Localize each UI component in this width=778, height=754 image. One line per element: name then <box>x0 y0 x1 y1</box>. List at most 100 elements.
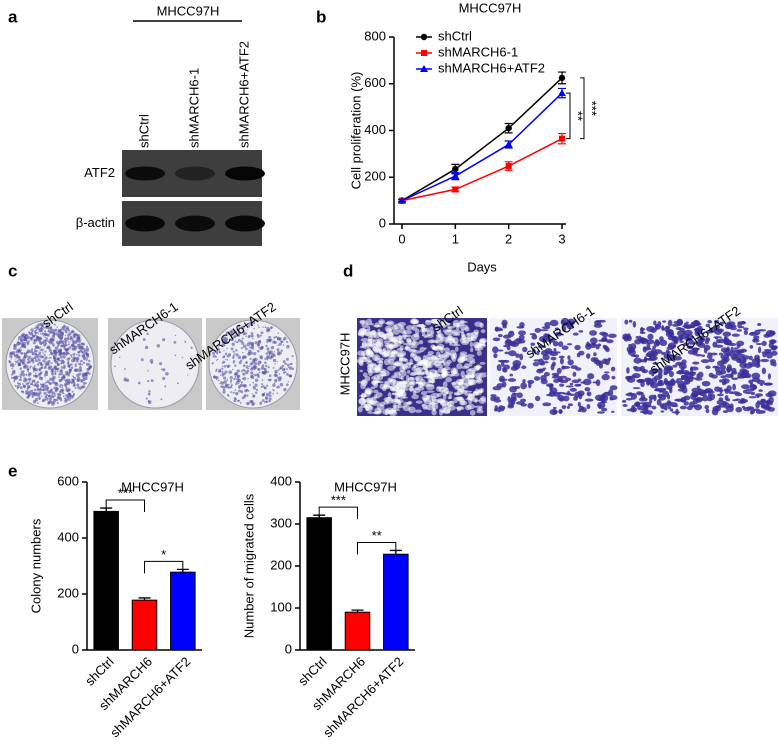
cell <box>567 403 574 407</box>
colony <box>278 373 281 375</box>
cell <box>393 323 403 329</box>
colony <box>235 398 237 400</box>
cell <box>710 352 718 356</box>
colony <box>23 335 27 339</box>
cell <box>561 405 567 410</box>
colony <box>268 397 272 401</box>
colony <box>80 347 84 350</box>
colony <box>40 363 44 367</box>
cell <box>564 377 572 382</box>
colony <box>81 354 85 358</box>
legend-label: shCtrl <box>438 28 472 43</box>
colony <box>27 336 31 340</box>
panel-label: e <box>8 461 17 480</box>
colony <box>268 335 271 339</box>
colony <box>51 334 56 339</box>
colony <box>242 384 246 388</box>
colony <box>38 372 42 375</box>
colony <box>38 367 41 371</box>
colony <box>34 372 37 375</box>
cell <box>731 333 740 337</box>
colony <box>44 342 48 346</box>
colony <box>240 390 244 394</box>
cell <box>632 321 637 328</box>
colony <box>56 367 59 370</box>
colony <box>59 335 64 339</box>
cell <box>631 404 636 412</box>
colony <box>74 341 76 344</box>
marker <box>398 196 406 204</box>
colony <box>248 321 253 326</box>
colony <box>252 366 256 370</box>
bar <box>131 599 158 651</box>
colony <box>47 359 51 364</box>
cell <box>366 361 374 366</box>
cell <box>468 367 477 372</box>
colony <box>50 351 52 354</box>
cell <box>692 361 700 365</box>
colony <box>237 399 241 402</box>
significance-bracket <box>580 77 585 140</box>
cell <box>606 339 614 344</box>
colony <box>36 356 39 359</box>
colony <box>266 341 269 344</box>
cell <box>687 376 694 383</box>
colony <box>50 330 55 334</box>
cell <box>669 402 678 407</box>
cell <box>373 374 380 380</box>
cell <box>639 365 645 372</box>
cell <box>688 341 697 345</box>
cell <box>374 364 381 370</box>
colony <box>264 326 267 329</box>
cell <box>743 329 748 336</box>
colony <box>39 346 42 349</box>
bar <box>306 517 332 651</box>
colony <box>228 330 233 335</box>
cell <box>394 388 403 393</box>
colony <box>162 368 166 372</box>
colony <box>10 358 13 360</box>
cell <box>596 411 605 414</box>
cell <box>571 379 580 384</box>
colony <box>266 384 269 387</box>
colony <box>70 363 73 366</box>
cell <box>439 409 444 416</box>
cell <box>456 363 463 370</box>
colony <box>259 355 263 359</box>
colony <box>232 368 234 371</box>
colony <box>58 349 61 352</box>
cell <box>732 399 739 402</box>
cell <box>624 319 629 325</box>
colony <box>237 355 242 360</box>
cell <box>527 402 534 409</box>
colony <box>272 383 276 387</box>
colony <box>147 399 151 403</box>
colony <box>268 391 272 395</box>
colony <box>236 375 240 378</box>
cell <box>760 399 766 405</box>
colony <box>33 388 37 392</box>
cell <box>643 347 652 351</box>
cell <box>723 402 730 409</box>
colony <box>18 378 22 382</box>
cell <box>572 371 577 377</box>
colony <box>145 397 148 400</box>
colony <box>38 351 41 354</box>
colony <box>277 332 280 334</box>
colony <box>230 391 233 394</box>
cell <box>558 410 563 414</box>
colony <box>65 386 68 389</box>
cell <box>679 340 684 343</box>
marker <box>558 74 566 82</box>
cell <box>701 380 711 387</box>
colony <box>215 355 217 358</box>
cell <box>552 341 559 347</box>
colony <box>82 385 86 389</box>
colony <box>248 349 252 353</box>
significance-bracket <box>144 560 184 574</box>
colony <box>288 366 293 370</box>
colony <box>80 359 83 363</box>
cell <box>378 359 384 367</box>
colony <box>224 358 227 361</box>
cell <box>408 400 413 405</box>
